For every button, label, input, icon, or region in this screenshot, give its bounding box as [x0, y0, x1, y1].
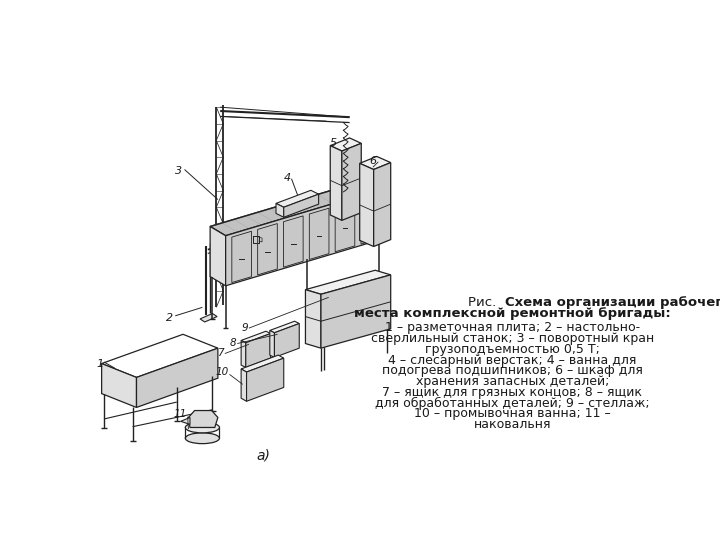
Polygon shape — [310, 208, 329, 259]
Polygon shape — [200, 314, 217, 322]
Ellipse shape — [185, 422, 220, 433]
Polygon shape — [321, 275, 391, 348]
Polygon shape — [210, 180, 381, 236]
Polygon shape — [270, 330, 274, 357]
Text: места комплексной ремонтной бригады:: места комплексной ремонтной бригады: — [354, 307, 671, 320]
Ellipse shape — [185, 433, 220, 444]
Polygon shape — [246, 358, 284, 401]
Polygon shape — [210, 226, 225, 286]
Polygon shape — [284, 216, 303, 267]
Polygon shape — [330, 138, 361, 151]
Text: Рис.: Рис. — [468, 296, 505, 309]
Polygon shape — [241, 355, 284, 372]
Text: 10: 10 — [215, 367, 229, 376]
Polygon shape — [305, 270, 391, 294]
Polygon shape — [360, 164, 374, 247]
Text: 8: 8 — [230, 338, 236, 348]
Polygon shape — [225, 190, 381, 286]
Polygon shape — [374, 163, 391, 247]
Polygon shape — [137, 348, 218, 408]
Polygon shape — [241, 340, 246, 367]
Text: наковальня: наковальня — [474, 418, 551, 431]
Text: 1 – разметочная плита; 2 – настольно-: 1 – разметочная плита; 2 – настольно- — [384, 321, 640, 334]
Polygon shape — [330, 146, 342, 220]
Polygon shape — [241, 369, 246, 401]
Polygon shape — [360, 157, 391, 170]
Polygon shape — [246, 334, 271, 367]
Polygon shape — [284, 194, 319, 217]
Text: 10 – промывочная ванна; 11 –: 10 – промывочная ванна; 11 – — [414, 408, 611, 421]
Text: 7: 7 — [217, 348, 224, 358]
Polygon shape — [102, 363, 137, 408]
Text: 9: 9 — [241, 323, 248, 333]
Text: а): а) — [256, 448, 271, 462]
Polygon shape — [361, 193, 381, 244]
Text: сверлильный станок; 3 – поворотный кран: сверлильный станок; 3 – поворотный кран — [371, 332, 654, 345]
Text: для обработанных деталей; 9 – стеллаж;: для обработанных деталей; 9 – стеллаж; — [375, 397, 649, 410]
Text: 6: 6 — [369, 156, 376, 166]
Polygon shape — [305, 289, 321, 348]
Text: 11: 11 — [174, 409, 187, 419]
Text: 4: 4 — [284, 173, 291, 183]
Text: 2: 2 — [166, 313, 173, 323]
Text: хранения запасных деталей;: хранения запасных деталей; — [415, 375, 609, 388]
Text: 1: 1 — [96, 359, 104, 369]
Text: 3: 3 — [175, 166, 182, 177]
Text: подогрева подшипников; 6 – шкаф для: подогрева подшипников; 6 – шкаф для — [382, 364, 643, 377]
Text: Схема организации рабочего: Схема организации рабочего — [505, 296, 720, 309]
Polygon shape — [335, 200, 355, 252]
Text: 7 – ящик для грязных концов; 8 – ящик: 7 – ящик для грязных концов; 8 – ящик — [382, 386, 642, 399]
Polygon shape — [102, 334, 218, 377]
Polygon shape — [222, 236, 233, 257]
Text: 4 – слесарный верстак; 4 – ванна для: 4 – слесарный верстак; 4 – ванна для — [388, 354, 636, 367]
Polygon shape — [189, 410, 218, 428]
Polygon shape — [258, 224, 277, 275]
Polygon shape — [181, 417, 190, 424]
Polygon shape — [270, 321, 300, 333]
Polygon shape — [276, 204, 284, 217]
Polygon shape — [274, 323, 300, 357]
Polygon shape — [232, 231, 251, 282]
Text: грузоподъемностью 0,5 Т;: грузоподъемностью 0,5 Т; — [425, 343, 600, 356]
Text: 5: 5 — [330, 138, 338, 148]
Polygon shape — [241, 331, 271, 343]
Polygon shape — [342, 143, 361, 220]
Polygon shape — [276, 190, 319, 207]
